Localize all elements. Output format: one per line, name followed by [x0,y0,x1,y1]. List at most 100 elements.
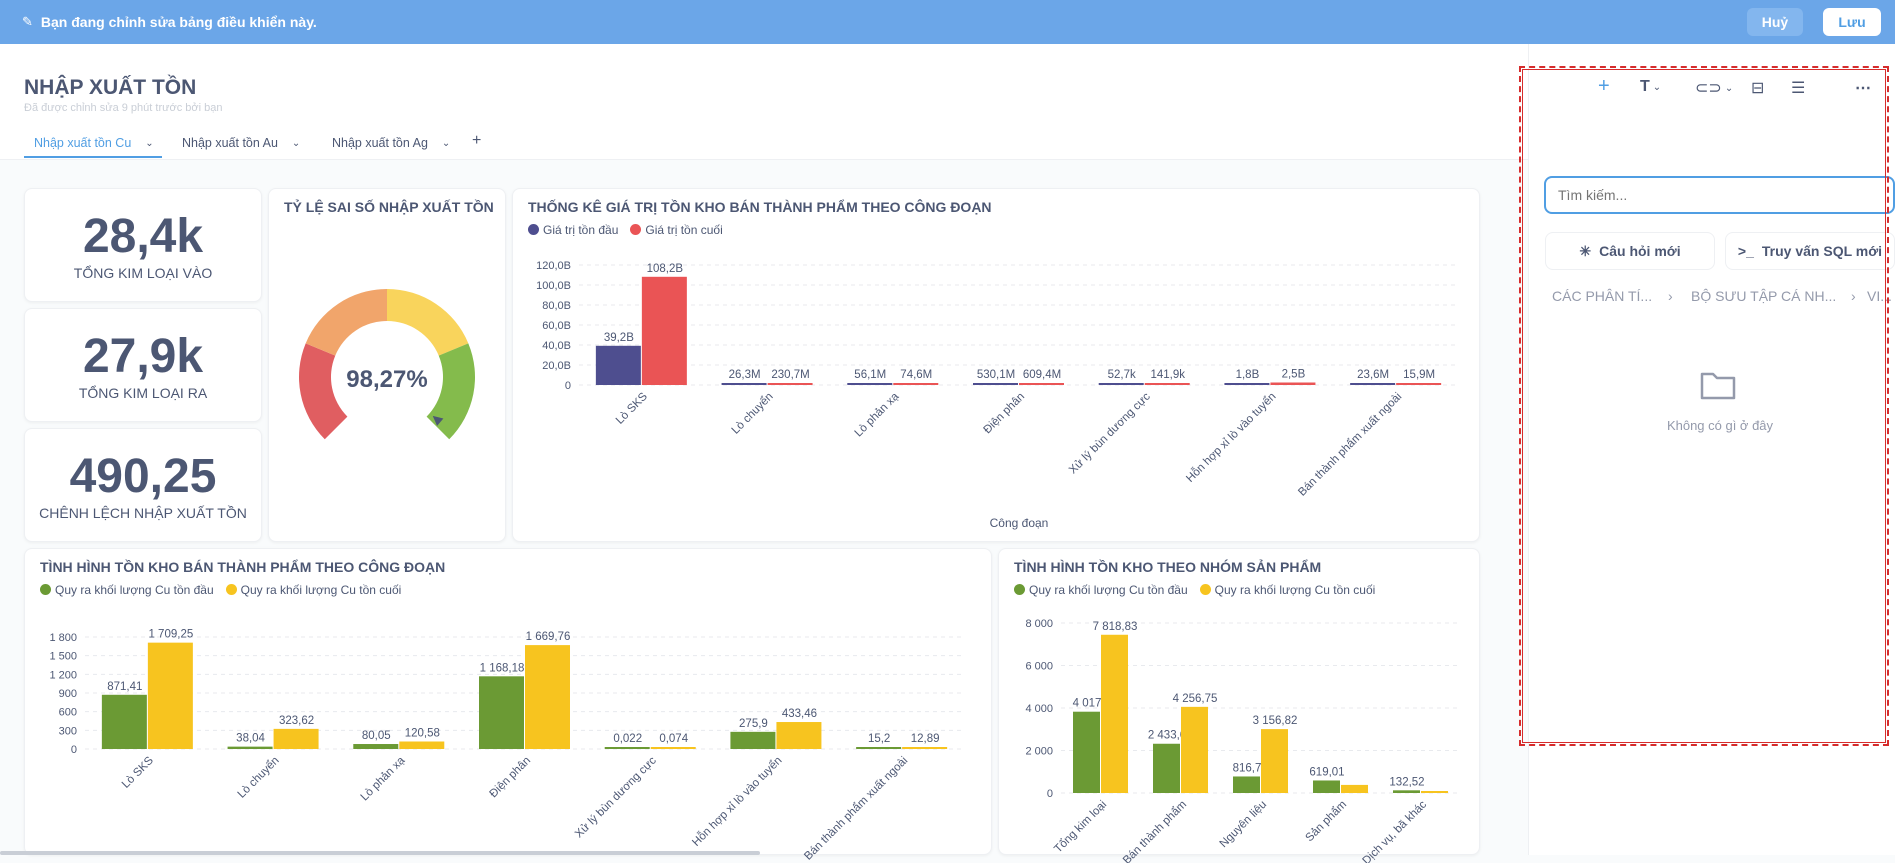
bar[interactable] [1393,790,1420,793]
section-layout-icon[interactable]: ⊟ [1751,80,1765,97]
bar[interactable] [1341,784,1368,793]
bar[interactable] [641,276,687,385]
bar[interactable] [1261,729,1288,793]
data-label: 3 156,82 [1253,715,1298,727]
scalar-card-total-in[interactable]: 28,4k TỔNG KIM LOẠI VÀO [24,188,262,302]
bar[interactable] [399,741,445,749]
breadcrumb-item[interactable]: CÁC PHÂN TÍ... [1552,288,1653,304]
bar[interactable] [525,645,570,749]
bar[interactable] [1144,383,1190,385]
more-options-icon[interactable]: ⋯ [1855,80,1871,97]
data-label: 871,41 [107,681,142,693]
bar[interactable] [1421,791,1448,793]
data-label: 26,3M [729,369,761,381]
add-tab-button[interactable]: + [472,132,482,149]
gauge-segment [299,343,348,440]
legend-item[interactable]: Quy ra khối lượng Cu tồn cuối [225,583,401,597]
bar[interactable] [273,728,319,749]
bar[interactable] [1101,634,1128,793]
scalar-card-total-out[interactable]: 27,9k TỔNG KIM LOẠI RA [24,308,262,422]
button-label: Câu hỏi mới [1599,243,1681,259]
data-label: 39,2B [604,332,634,344]
link-icon[interactable]: ⊂⊃ ⌄ [1695,80,1734,97]
chevron-right-icon: › [1851,288,1856,304]
bar[interactable] [1313,780,1340,793]
chevron-down-icon[interactable]: ⌄ [291,137,301,149]
breadcrumb-item[interactable]: BỘ SƯU TẬP CÁ NH... [1691,288,1837,304]
legend-item[interactable]: Giá trị tồn đầu [528,223,618,237]
bar[interactable] [1396,383,1442,385]
bar[interactable] [595,345,641,385]
y-tick-label: 1 200 [49,669,77,681]
bar[interactable] [767,383,813,385]
bar[interactable] [1153,743,1180,793]
bar[interactable] [479,676,524,749]
bar[interactable] [847,383,893,385]
text-heading-icon[interactable]: T ⌄ [1640,78,1662,95]
horizontal-scrollbar[interactable] [0,851,760,855]
bar[interactable] [776,722,822,749]
breadcrumb-item[interactable]: VI... [1867,288,1892,304]
y-tick-label: 600 [59,707,77,719]
tab-au[interactable]: Nhập xuất tồn Au ⌄ [182,136,300,150]
filter-icon[interactable]: ☰ [1791,80,1806,97]
bar[interactable] [1270,382,1316,386]
legend-label: Giá trị tồn cuối [645,223,723,237]
dashboard-title[interactable]: NHẬP XUẤT TỒN [24,76,197,99]
new-sql-query-button[interactable]: >_ Truy vấn SQL mới [1725,232,1895,270]
bar[interactable] [101,694,147,749]
sparkle-icon: ✳ [1579,242,1592,259]
bar[interactable] [730,731,776,749]
bar[interactable] [650,747,696,749]
bar[interactable] [227,746,273,749]
bar[interactable] [1350,383,1396,385]
bar[interactable] [856,747,902,749]
bar[interactable] [1181,706,1208,793]
data-label: 15,9M [1403,369,1435,381]
x-tick-label: Tổng kim loại [1052,799,1109,856]
gauge-card[interactable]: TỶ LỆ SAI SỐ NHẬP XUẤT TỒN 98,27% [268,188,506,542]
legend-label: Quy ra khối lượng Cu tồn đầu [55,583,214,597]
legend-item[interactable]: Quy ra khối lượng Cu tồn đầu [40,583,214,597]
chart-card-by-product-group[interactable]: TÌNH HÌNH TỒN KHO THEO NHÓM SẢN PHẨM Quy… [998,548,1480,863]
bar[interactable] [973,383,1018,385]
bar[interactable] [1098,383,1144,385]
chart-card-value-by-stage[interactable]: THỐNG KÊ GIÁ TRỊ TỒN KHO BÁN THÀNH PHẨM … [512,188,1480,542]
bar[interactable] [1233,776,1260,793]
chevron-down-icon[interactable]: ⌄ [145,137,154,149]
legend-item[interactable]: Quy ra khối lượng Cu tồn cuối [1199,583,1375,597]
bar[interactable] [1019,383,1064,385]
new-question-button[interactable]: ✳ Câu hỏi mới [1545,232,1715,270]
bar[interactable] [147,642,193,749]
pencil-icon: ✎ [22,14,33,29]
scalar-value: 27,9k [82,330,204,383]
bar[interactable] [721,383,767,385]
bar[interactable] [353,744,399,749]
y-tick-label: 300 [59,725,77,737]
tab-cu[interactable]: Nhập xuất tồn Cu ⌄ [34,136,154,150]
search-input[interactable] [1544,176,1895,214]
chart-legend: Giá trị tồn đầu Giá trị tồn cuối [528,223,723,237]
edit-mode-message: Bạn đang chỉnh sửa bảng điều khiển này. [40,14,317,30]
scalar-card-difference[interactable]: 490,25 CHÊNH LỆCH NHẬP XUẤT TỒN [24,428,262,542]
bar[interactable] [1073,711,1100,793]
bar-chart: 0 2 000 4 000 6 000 8 000 4 017 7 818,83 Tổng k… [1025,618,1461,863]
data-label: 132,52 [1389,776,1424,788]
chart-card-cu-by-stage[interactable]: TÌNH HÌNH TỒN KHO BÁN THÀNH PHẨM THEO CÔ… [24,548,992,863]
bar[interactable] [604,747,650,749]
gauge-chart: 98,27% [299,289,475,440]
cancel-button[interactable]: Huỷ [1747,8,1803,36]
legend-item[interactable]: Giá trị tồn cuối [630,223,723,237]
x-tick-label: Xử lý bùn dương cực [573,754,659,840]
save-button[interactable]: Lưu [1823,8,1881,36]
chevron-down-icon[interactable]: ⌄ [441,137,451,149]
y-tick-label: 0 [565,380,571,392]
legend-item[interactable]: Quy ra khối lượng Cu tồn đầu [1014,583,1188,597]
data-label: 0,022 [613,733,642,745]
bar[interactable] [902,747,948,749]
add-question-icon[interactable]: + [1598,75,1610,97]
bar[interactable] [893,383,939,385]
chart-title: TÌNH HÌNH TỒN KHO THEO NHÓM SẢN PHẨM [1014,559,1322,575]
bar[interactable] [1224,383,1270,385]
tab-ag[interactable]: Nhập xuất tồn Ag ⌄ [332,136,450,150]
